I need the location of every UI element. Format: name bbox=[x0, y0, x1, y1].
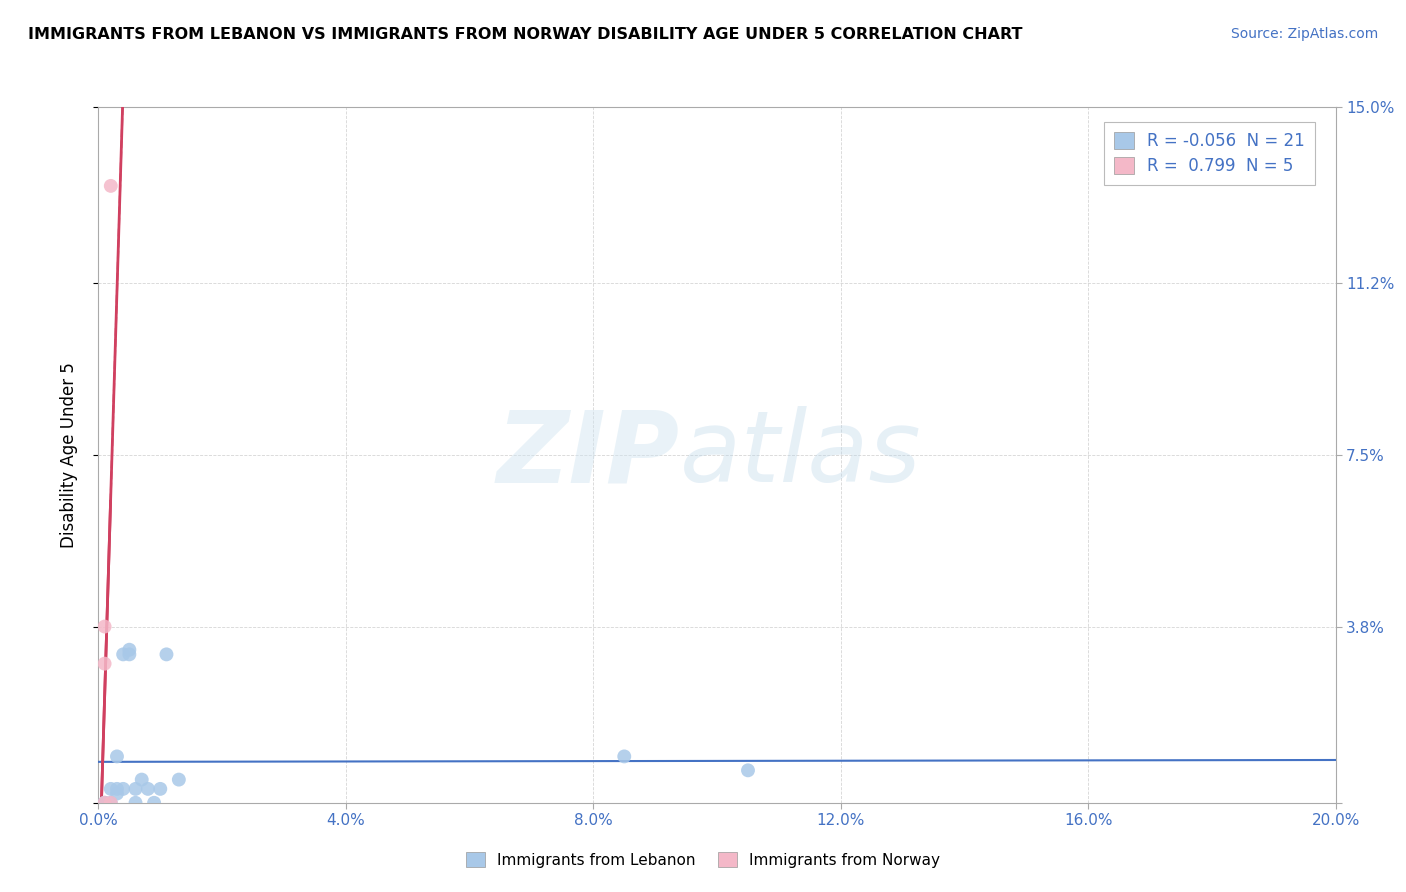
Text: ZIP: ZIP bbox=[496, 407, 681, 503]
Legend: R = -0.056  N = 21, R =  0.799  N = 5: R = -0.056 N = 21, R = 0.799 N = 5 bbox=[1104, 122, 1315, 186]
Point bbox=[143, 796, 166, 810]
Point bbox=[93, 796, 115, 810]
Point bbox=[112, 648, 135, 662]
Text: IMMIGRANTS FROM LEBANON VS IMMIGRANTS FROM NORWAY DISABILITY AGE UNDER 5 CORRELA: IMMIGRANTS FROM LEBANON VS IMMIGRANTS FR… bbox=[28, 27, 1022, 42]
Point bbox=[613, 749, 636, 764]
Point bbox=[136, 781, 159, 796]
Point bbox=[118, 642, 141, 657]
Point bbox=[124, 781, 146, 796]
Legend: Immigrants from Lebanon, Immigrants from Norway: Immigrants from Lebanon, Immigrants from… bbox=[458, 844, 948, 875]
Point bbox=[167, 772, 190, 787]
Point bbox=[149, 781, 172, 796]
Point bbox=[155, 648, 177, 662]
Point bbox=[100, 796, 122, 810]
Point bbox=[93, 657, 115, 671]
Point bbox=[131, 772, 153, 787]
Y-axis label: Disability Age Under 5: Disability Age Under 5 bbox=[59, 362, 77, 548]
Point bbox=[100, 796, 122, 810]
Text: atlas: atlas bbox=[681, 407, 921, 503]
Point bbox=[105, 749, 128, 764]
Point bbox=[100, 781, 122, 796]
Point bbox=[118, 648, 141, 662]
Point bbox=[93, 796, 115, 810]
Point bbox=[105, 781, 128, 796]
Point bbox=[112, 781, 135, 796]
Point bbox=[93, 796, 115, 810]
Point bbox=[737, 764, 759, 778]
Point bbox=[124, 796, 146, 810]
Text: Source: ZipAtlas.com: Source: ZipAtlas.com bbox=[1230, 27, 1378, 41]
Point bbox=[105, 787, 128, 801]
Point bbox=[93, 619, 115, 633]
Point bbox=[100, 178, 122, 193]
